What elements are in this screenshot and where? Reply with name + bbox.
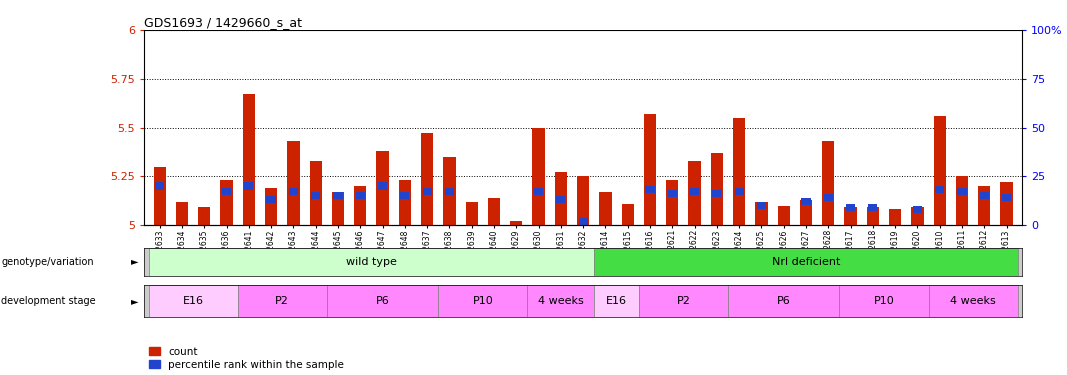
Bar [333, 192, 343, 199]
Bar [244, 183, 253, 189]
Bar [423, 188, 432, 195]
Bar [267, 196, 275, 203]
Text: P10: P10 [874, 296, 894, 306]
Bar [594, 285, 639, 317]
Text: P6: P6 [777, 296, 791, 306]
Bar [287, 141, 300, 225]
Bar [154, 166, 165, 225]
Bar [934, 116, 945, 225]
Bar [327, 285, 439, 317]
Bar [238, 285, 327, 317]
Bar [578, 217, 588, 225]
Text: P2: P2 [676, 296, 690, 306]
Bar [713, 190, 721, 197]
Bar [354, 186, 366, 225]
Bar [309, 160, 322, 225]
Bar [733, 118, 745, 225]
Bar [844, 207, 857, 225]
Bar [378, 183, 387, 189]
Bar [265, 188, 277, 225]
Bar [801, 198, 811, 205]
Bar [600, 192, 611, 225]
Bar [421, 134, 433, 225]
Bar [639, 285, 728, 317]
Bar [399, 180, 411, 225]
Bar [622, 204, 634, 225]
Bar [928, 285, 1018, 317]
Bar [688, 160, 701, 225]
Bar [510, 221, 523, 225]
Legend: count, percentile rank within the sample: count, percentile rank within the sample [149, 346, 344, 370]
Bar [978, 186, 990, 225]
Bar [957, 188, 967, 195]
Bar [757, 202, 766, 209]
Bar [400, 192, 410, 199]
Bar [1001, 182, 1013, 225]
Bar [643, 114, 656, 225]
Bar [488, 198, 500, 225]
Bar [824, 194, 833, 201]
Bar [577, 176, 589, 225]
Text: development stage: development stage [1, 296, 96, 306]
Bar [823, 141, 834, 225]
Text: ►: ► [131, 256, 139, 267]
Bar [956, 176, 968, 225]
Bar [222, 188, 232, 195]
Bar [377, 151, 388, 225]
Bar [242, 94, 255, 225]
Bar [332, 192, 344, 225]
Bar [711, 153, 723, 225]
Bar [555, 172, 567, 225]
Bar [198, 207, 210, 225]
Bar [800, 200, 812, 225]
Bar [534, 188, 543, 195]
Bar [155, 183, 164, 189]
Text: P2: P2 [275, 296, 289, 306]
Bar [465, 202, 478, 225]
Bar [443, 157, 456, 225]
Text: P6: P6 [376, 296, 389, 306]
Bar [866, 207, 879, 225]
Bar [148, 285, 238, 317]
Text: Nrl deficient: Nrl deficient [771, 256, 840, 267]
Text: E16: E16 [606, 296, 627, 306]
Bar [690, 188, 699, 195]
Bar [913, 206, 922, 213]
Text: GDS1693 / 1429660_s_at: GDS1693 / 1429660_s_at [144, 16, 302, 29]
Text: 4 weeks: 4 weeks [951, 296, 996, 306]
Bar [355, 192, 365, 199]
Bar [556, 196, 566, 203]
Bar [1002, 194, 1012, 201]
Bar [445, 188, 453, 195]
Bar [935, 186, 944, 194]
Bar [846, 204, 855, 211]
Bar [439, 285, 527, 317]
Bar [532, 128, 544, 225]
Bar [911, 207, 924, 225]
Bar [527, 285, 594, 317]
Text: ►: ► [131, 296, 139, 306]
Bar [980, 192, 989, 199]
Text: genotype/variation: genotype/variation [1, 256, 94, 267]
Bar [840, 285, 928, 317]
Bar [666, 180, 679, 225]
Bar [148, 248, 594, 276]
Bar [221, 180, 233, 225]
Bar [176, 202, 188, 225]
Text: P10: P10 [473, 296, 493, 306]
Bar [289, 188, 298, 195]
Bar [889, 209, 902, 225]
Text: wild type: wild type [346, 256, 397, 267]
Bar [869, 204, 877, 211]
Bar [778, 206, 790, 225]
Bar [728, 285, 840, 317]
Bar [646, 186, 654, 194]
Bar [668, 190, 676, 197]
Bar [594, 248, 1018, 276]
Bar [734, 188, 744, 195]
Bar [312, 192, 320, 199]
Text: E16: E16 [182, 296, 204, 306]
Bar [755, 202, 767, 225]
Text: 4 weeks: 4 weeks [538, 296, 584, 306]
